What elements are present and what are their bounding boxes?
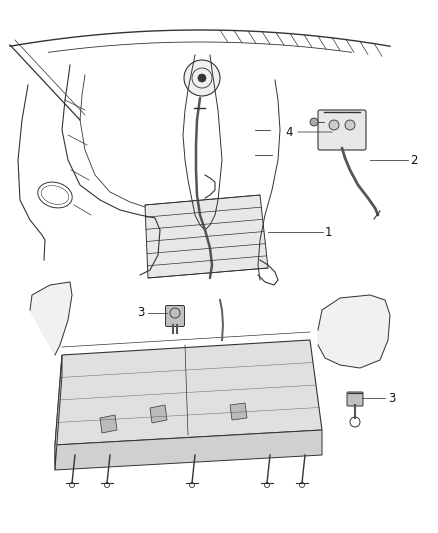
Circle shape <box>184 60 220 96</box>
Circle shape <box>329 120 339 130</box>
Circle shape <box>310 118 318 126</box>
Polygon shape <box>150 405 167 423</box>
Polygon shape <box>145 195 268 278</box>
Polygon shape <box>100 415 117 433</box>
Text: 1: 1 <box>325 225 332 238</box>
Text: 3: 3 <box>388 392 396 405</box>
FancyBboxPatch shape <box>347 392 363 406</box>
Text: 2: 2 <box>410 154 417 166</box>
Polygon shape <box>55 355 62 470</box>
FancyBboxPatch shape <box>166 305 184 327</box>
Text: 4: 4 <box>286 125 293 139</box>
Circle shape <box>198 74 206 82</box>
Polygon shape <box>30 282 72 355</box>
Polygon shape <box>318 295 390 368</box>
Polygon shape <box>55 430 322 470</box>
Circle shape <box>345 120 355 130</box>
Polygon shape <box>55 340 322 445</box>
FancyBboxPatch shape <box>318 110 366 150</box>
Polygon shape <box>230 403 247 420</box>
Text: 3: 3 <box>138 306 145 319</box>
